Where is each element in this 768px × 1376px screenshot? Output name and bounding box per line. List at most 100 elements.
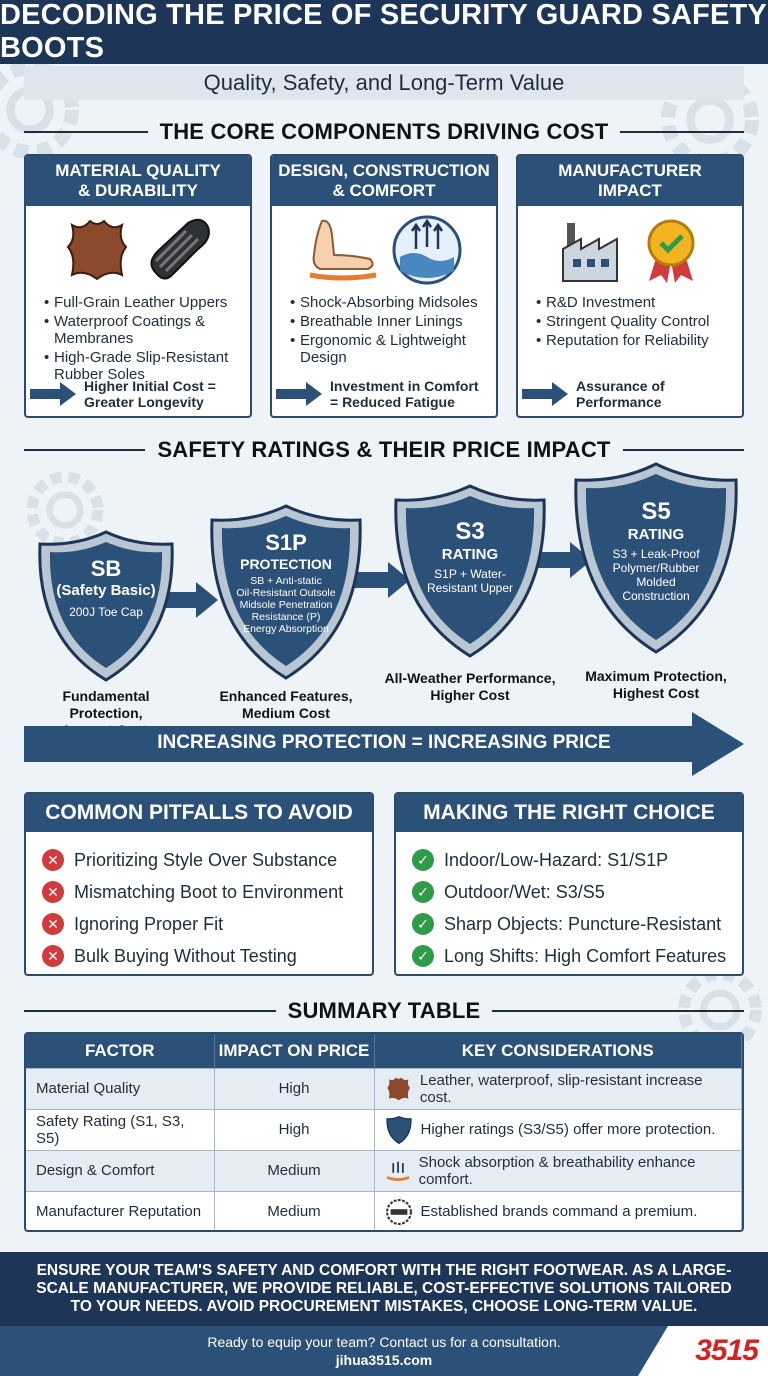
section-heading-core: THE CORE COMPONENTS DRIVING COST [24,117,744,147]
comfort-hand-icon [386,1161,409,1181]
table-row: Manufacturer Reputation Medium Establish… [26,1190,742,1230]
table-row: Design & Comfort Medium Shock absorption… [26,1149,742,1191]
table-row: Material Quality High Leather, waterproo… [26,1067,742,1109]
foot-cushion-icon [309,219,377,281]
bullet-item: Waterproof Coatings & Membranes [44,313,240,347]
rating-detail: Construction [622,589,690,603]
rating-detail: S1P + Water- [434,567,506,581]
rating-shield-s5: S5 RATING S3 + Leak-Proof Polymer/Rubber… [572,460,740,656]
choice-box: MAKING THE RIGHT CHOICE ✓ Indoor/Low-Haza… [394,792,744,976]
price-arrow-label: INCREASING PROTECTION = INCREASING PRICE [157,732,611,753]
leather-hide-icon [386,1077,410,1100]
bullet-item: Reputation for Reliability [536,332,732,349]
rating-detail: 200J Toe Cap [69,605,143,619]
rating-name: RATING [441,546,499,563]
pitfall-item: ✕ Prioritizing Style Over Substance [42,844,358,876]
table-row: Safety Rating (S1, S3, S5) High Higher r… [26,1108,742,1150]
rating-code: S1P [265,530,307,555]
section-heading-text: SAFETY RATINGS & THEIR PRICE IMPACT [157,437,611,462]
pitfalls-title: COMMON PITFALLS TO AVOID [26,794,372,832]
section-heading-text: THE CORE COMPONENTS DRIVING COST [159,119,609,144]
rating-caption: Maximum Protection, Highest Cost [585,668,727,701]
check-circle-icon: ✓ [412,913,434,935]
rating-detail: Oil-Resistant Outsole [236,587,336,599]
card-title: MANUFACTURER IMPACT [518,156,742,206]
arrow-right-icon [352,562,410,598]
rating-detail: Polymer/Rubber [612,561,700,575]
bullet-item: High-Grade Slip-Resistant Rubber Soles [44,349,240,383]
bullet-item: Full-Grain Leather Uppers [44,294,240,311]
arrow-right-icon [534,542,592,578]
rating-detail: Energy Absorption [243,623,329,635]
card-footer: Higher Initial Cost = Greater Longevity [26,378,250,410]
leather-hide-icon [66,219,128,281]
footer-cta: Ready to equip your team? Contact us for… [207,1334,561,1350]
page-subtitle: Quality, Safety, and Long-Term Value [24,66,744,100]
table-header: FACTOR [26,1034,215,1068]
arrow-right-icon [30,382,76,406]
gear-background-icon [26,471,104,549]
brand-logo: 3515 [638,1326,768,1376]
table-header: KEY CONSIDERATIONS [374,1034,742,1068]
boot-sole-icon [150,218,210,280]
rating-code: S3 [455,518,485,545]
rating-detail: Molded [636,575,676,589]
card-footer: Assurance of Performance [518,378,742,410]
choice-item: ✓ Sharp Objects: Puncture-Resistant [412,908,728,940]
x-circle-icon: ✕ [42,913,64,935]
rating-detail: Resistant Upper [426,581,514,595]
arrow-right-icon [522,382,568,406]
bullet-item: R&D Investment [536,294,732,311]
pitfall-item: ✕ Ignoring Proper Fit [42,908,358,940]
rating-shield-sb: SB (Safety Basic) 200J Toe Cap [36,528,176,684]
breathable-membrane-icon [392,215,462,285]
card-title: DESIGN, CONSTRUCTION & COMFORT [272,156,496,206]
section-heading-ratings: SAFETY RATINGS & THEIR PRICE IMPACT [24,435,745,465]
bullet-item: Ergonomic & Lightweight Design [290,332,486,366]
increasing-price-arrow: INCREASING PROTECTION = INCREASING PRICE [24,712,744,776]
rating-name: RATING [627,526,685,543]
card-footer: Investment in Comfort = Reduced Fatigue [272,378,496,410]
check-circle-icon: ✓ [412,881,434,903]
quality-badge-icon [647,219,695,283]
section-heading-text: SUMMARY TABLE [287,998,481,1023]
website-link[interactable]: jihua3515.com [335,1352,433,1368]
gear-background-icon [661,71,759,169]
bullet-item: Shock-Absorbing Midsoles [290,294,486,311]
rating-caption: All-Weather Performance, Higher Cost [384,670,556,703]
section-heading-summary: SUMMARY TABLE [24,996,745,1026]
arrow-right-icon [160,582,218,618]
bullet-item: Breathable Inner Linings [290,313,486,330]
rating-shield-s3: S3 RATING S1P + Water- Resistant Upper [392,482,548,660]
choice-item: ✓ Outdoor/Wet: S3/S5 [412,876,728,908]
choice-item: ✓ Indoor/Low-Hazard: S1/S1P [412,844,728,876]
card-title: MATERIAL QUALITY & DURABILITY [26,156,250,206]
pitfall-item: ✕ Mismatching Boot to Environment [42,876,358,908]
component-card-design: DESIGN, CONSTRUCTION& COMFORT Shock-Abso… [270,154,498,418]
bullet-item: Stringent Quality Control [536,313,732,330]
factory-icon [562,223,618,282]
rating-detail: Midsole Penetration [239,599,333,611]
x-circle-icon: ✕ [42,849,64,871]
choice-item: ✓ Long Shifts: High Comfort Features [412,940,728,972]
rating-caption: Enhanced Features, Medium Cost [219,688,353,721]
arrow-right-icon [276,382,322,406]
rating-detail: Resistance (P) [251,611,321,623]
brand-seal-icon [385,1198,412,1225]
rating-name: PROTECTION [240,556,332,572]
check-circle-icon: ✓ [412,849,434,871]
rating-code: SB [90,556,122,581]
page-title: DECODING THE PRICE OF SECURITY GUARD SAF… [0,0,768,64]
rating-detail: SB + Anti-static [250,575,322,587]
component-card-material: MATERIAL QUALITY& DURABILITY Full-Grain … [24,154,252,418]
shield-icon [385,1115,412,1144]
x-circle-icon: ✕ [42,945,64,967]
rating-code: S5 [641,498,671,525]
rating-name: (Safety Basic) [56,582,156,599]
choice-title: MAKING THE RIGHT CHOICE [396,794,742,832]
check-circle-icon: ✓ [412,945,434,967]
pitfall-item: ✕ Bulk Buying Without Testing [42,940,358,972]
rating-shield-s1p: S1P PROTECTION SB + Anti-static Oil-Resi… [208,502,364,682]
footer-message: ENSURE YOUR TEAM'S SAFETY AND COMFORT WI… [0,1252,768,1326]
table-header: IMPACT ON PRICE [214,1034,375,1068]
